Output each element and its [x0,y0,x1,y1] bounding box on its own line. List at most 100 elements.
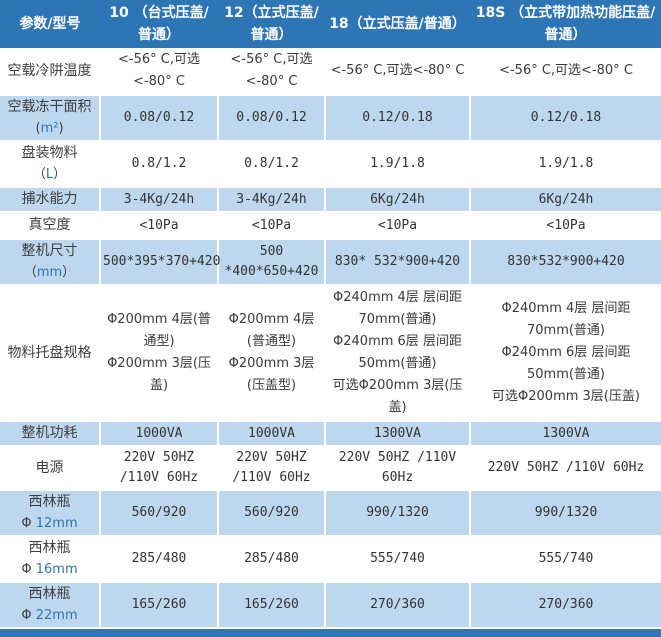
spec-value-cell: 1.9/1.8 [325,141,471,188]
spec-value-cell: 220V 50HZ /110V 60Hz [100,446,219,491]
spec-value-cell: 555/740 [470,536,661,583]
spec-value-cell: 3-4Kg/24h [218,187,326,213]
spec-value-cell: 165/260 [100,582,219,629]
spec-value-cell: 220V 50HZ /110V 60Hz [218,446,326,491]
param-unit-main: L [45,167,54,182]
spec-value-cell: 1.9/1.8 [470,141,661,188]
table-row: 整机尺寸 （mm） 500*395*370+420 500 *400*650+4… [0,239,661,286]
param-unit-post: ） [62,265,76,280]
param-cell: 空载冷阱温度 [0,48,101,96]
spec-value-cell: 830*532*900+420 [470,239,661,286]
param-unit-main: 12mm [35,516,78,531]
param-name: 整机功耗 [21,425,78,441]
param-unit-post: ) [58,121,64,136]
spec-value-cell: <10Pa [470,212,661,240]
spec-value-cell: 270/360 [470,582,661,629]
spec-value-cell: 555/740 [325,536,471,583]
spec-value-cell: 500*395*370+420 [100,239,220,286]
spec-value-cell: <-56° C,可选<-80° C [470,48,661,96]
spec-value-cell: 830* 532*900+420 [325,239,471,286]
param-cell: 物料托盘规格 [0,285,101,422]
spec-value-cell: 990/1320 [470,490,661,537]
param-unit-pre: （ [23,265,37,280]
param-cell: 西林瓶 Φ 22mm [0,582,101,629]
spec-value-cell: Φ200mm 4层 (普通型) Φ200mm 3层 (压盖型) [218,285,326,422]
param-name: 西林瓶 [28,494,71,510]
spec-value-cell: 0.8/1.2 [100,141,219,188]
param-unit-pre: Φ [21,608,36,623]
param-name: 空载冻干面积 [7,99,92,115]
table-row: 捕水能力 3-4Kg/24h 3-4Kg/24h 6Kg/24h 6Kg/24h [0,187,661,213]
table-header: 参数/型号 10 （台式压盖/普通） 12（立式压盖/普通） 18（立式压盖/普… [0,0,661,48]
spec-value-cell: Φ200mm 4层(普通型) Φ200mm 3层(压盖) [100,285,219,422]
spec-value-cell: 0.8/1.2 [218,141,326,188]
header-cell-model-18: 18（立式压盖/普通） [325,0,470,48]
param-name: 真空度 [28,217,71,233]
spec-value-cell: <-56° C,可选<-80° C [325,48,471,96]
spec-value-cell: <10Pa [100,212,219,240]
header-row: 参数/型号 10 （台式压盖/普通） 12（立式压盖/普通） 18（立式压盖/普… [0,0,661,48]
param-cell: 西林瓶 Φ 12mm [0,490,101,537]
spec-value-cell: 6Kg/24h [470,187,661,213]
param-unit-main: 16mm [35,562,78,577]
spec-value-cell: <-56° C,可选 <-80° C [100,48,219,96]
spec-value-cell: 220V 50HZ /110V 60Hz [325,446,471,491]
param-unit-main: 22mm [35,608,78,623]
param-cell: 电源 [0,446,101,491]
param-name: 物料托盘规格 [7,344,92,361]
param-unit-pre: ( [35,121,41,136]
spec-value-cell: 270/360 [325,582,471,629]
param-name: 电源 [35,459,64,476]
spec-value-cell: 6Kg/24h [325,187,471,213]
header-cell-param-model: 参数/型号 [0,0,100,48]
spec-value-cell: <10Pa [218,212,326,240]
param-cell: 捕水能力 [0,187,101,213]
param-cell: 空载冻干面积 (m²) [0,95,101,142]
bottom-accent-bar [0,629,661,637]
param-cell: 西林瓶 Φ 16mm [0,536,101,583]
table-row: 西林瓶 Φ 22mm 165/260 165/260 270/360 270/3… [0,582,661,629]
spec-value-cell: 1300VA [470,421,661,447]
spec-value-cell: 165/260 [218,582,326,629]
param-unit: (m²) [2,118,97,139]
table-row: 西林瓶 Φ 12mm 560/920 560/920 990/1320 990/… [0,490,661,537]
param-cell: 整机功耗 [0,421,101,447]
table-row: 电源 220V 50HZ /110V 60Hz 220V 50HZ /110V … [0,446,661,491]
header-cell-model-18s: 18S （立式带加热功能压盖/普通） [470,0,661,48]
spec-value-cell: 560/920 [100,490,219,537]
spec-value-cell: 285/480 [100,536,219,583]
param-name: 西林瓶 [28,586,71,602]
param-unit: （L） [2,164,97,185]
spec-value-cell: 1300VA [325,421,471,447]
param-cell: 盘装物料 （L） [0,141,101,188]
param-name: 西林瓶 [28,540,71,556]
spec-value-cell: Φ240mm 4层 层间距 70mm(普通) Φ240mm 6层 层间距 50m… [470,285,661,422]
param-unit: （mm） [2,262,97,283]
header-cell-model-10: 10 （台式压盖/普通） [100,0,218,48]
param-unit-main: m² [40,121,59,136]
param-unit-post: ） [53,167,67,182]
param-name: 盘装物料 [21,145,78,161]
spec-value-cell: 3-4Kg/24h [100,187,219,213]
param-name: 整机尺寸 [21,243,78,259]
param-unit-main: mm [36,265,63,280]
table-row: 盘装物料 （L） 0.8/1.2 0.8/1.2 1.9/1.8 1.9/1.8 [0,141,661,188]
param-unit-pre: Φ [21,562,36,577]
spec-value-cell: 560/920 [218,490,326,537]
param-unit: Φ 16mm [2,559,97,580]
table-row: 西林瓶 Φ 16mm 285/480 285/480 555/740 555/7… [0,536,661,583]
spec-value-cell: 0.08/0.12 [218,95,326,142]
table-row: 物料托盘规格 Φ200mm 4层(普通型) Φ200mm 3层(压盖) Φ200… [0,285,661,422]
spec-value-cell: 990/1320 [325,490,471,537]
table-row: 真空度 <10Pa <10Pa <10Pa <10Pa [0,212,661,240]
param-unit-pre: （ [32,167,46,182]
param-unit: Φ 12mm [2,513,97,534]
param-cell: 真空度 [0,212,101,240]
spec-value-cell: <-56° C,可选 <-80° C [218,48,326,96]
spec-value-cell: 285/480 [218,536,326,583]
spec-value-cell: <10Pa [325,212,471,240]
table-row: 整机功耗 1000VA 1000VA 1300VA 1300VA [0,421,661,447]
spec-value-cell: 1000VA [218,421,326,447]
spec-value-cell: 0.12/0.18 [470,95,661,142]
